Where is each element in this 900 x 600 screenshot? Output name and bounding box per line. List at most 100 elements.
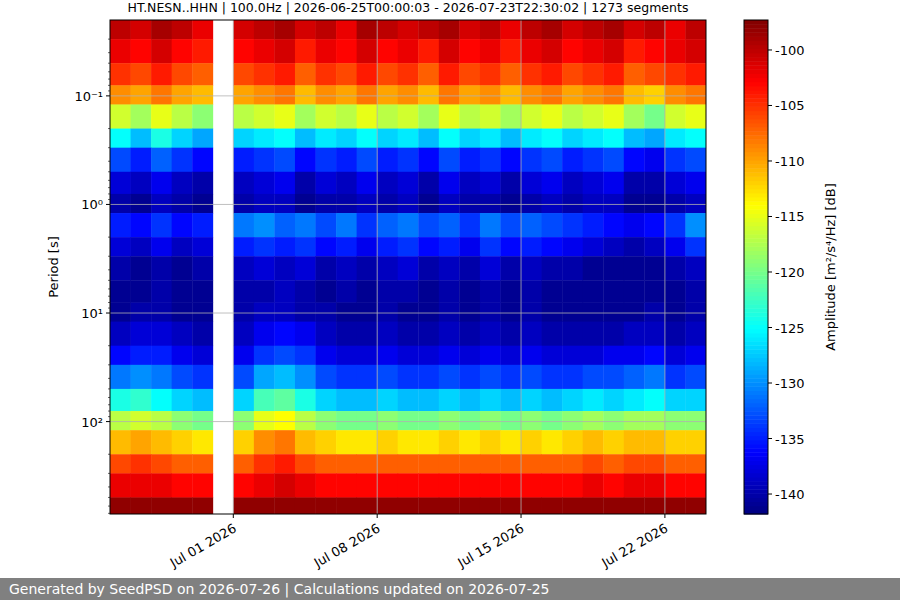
- colorbar-stripe: [744, 493, 768, 498]
- cell: [603, 129, 624, 149]
- cell: [439, 454, 460, 474]
- colorbar-stripe: [744, 176, 768, 181]
- cell: [685, 473, 706, 497]
- y-tick: [106, 95, 110, 96]
- cell: [254, 365, 275, 389]
- cell: [131, 104, 152, 128]
- cell: [357, 213, 378, 237]
- cell: [233, 39, 254, 63]
- cell: [316, 85, 337, 105]
- y-minor-tick: [108, 302, 110, 303]
- colorbar-stripe: [744, 296, 768, 301]
- colorbar-stripe: [744, 440, 768, 445]
- colorbar-tick-label: -110: [775, 154, 805, 169]
- cell: [542, 172, 563, 195]
- cell: [398, 85, 419, 105]
- cell: [336, 365, 357, 389]
- cell: [172, 322, 193, 346]
- cell: [624, 365, 645, 389]
- cell: [459, 411, 480, 431]
- cell: [295, 322, 316, 346]
- cell: [439, 302, 460, 322]
- cell: [542, 104, 563, 128]
- colorbar-stripe: [744, 156, 768, 161]
- cell: [131, 497, 152, 514]
- colorbar-stripe: [744, 28, 768, 33]
- cell: [192, 389, 213, 412]
- cell: [131, 302, 152, 322]
- cell: [110, 256, 131, 280]
- grid-line: [664, 20, 665, 514]
- cell: [418, 346, 439, 366]
- y-minor-tick: [108, 256, 110, 257]
- cell: [521, 148, 542, 172]
- cell: [336, 194, 357, 214]
- cell: [131, 129, 152, 149]
- y-minor-tick: [108, 388, 110, 389]
- cell: [500, 365, 521, 389]
- cell: [480, 148, 501, 172]
- cell: [624, 322, 645, 346]
- cell: [562, 20, 583, 40]
- colorbar-stripe: [744, 366, 768, 371]
- cell: [295, 346, 316, 366]
- cell: [644, 213, 665, 237]
- cell: [398, 389, 419, 412]
- colorbar-stripe: [744, 279, 768, 284]
- cell: [274, 389, 295, 412]
- cell: [398, 172, 419, 195]
- colorbar-stripe: [744, 325, 768, 330]
- cell: [583, 322, 604, 346]
- cell: [480, 85, 501, 105]
- cell: [562, 473, 583, 497]
- cell: [316, 411, 337, 431]
- cell: [459, 237, 480, 257]
- colorbar-stripe: [744, 111, 768, 116]
- cell: [459, 302, 480, 322]
- cell: [480, 20, 501, 40]
- cell: [685, 213, 706, 237]
- cell: [357, 148, 378, 172]
- cell: [316, 129, 337, 149]
- cell: [357, 322, 378, 346]
- cell: [562, 104, 583, 128]
- colorbar-tick-label: -135: [775, 432, 805, 447]
- cell: [459, 63, 480, 86]
- cell: [233, 473, 254, 497]
- cell: [583, 237, 604, 257]
- cell: [357, 346, 378, 366]
- cell: [439, 430, 460, 454]
- cell: [295, 129, 316, 149]
- y-minor-tick: [108, 411, 110, 412]
- colorbar-stripe: [744, 432, 768, 437]
- cell: [439, 280, 460, 303]
- cell: [398, 104, 419, 128]
- cell: [172, 280, 193, 303]
- x-tick-label: Jul 08 2026: [311, 521, 383, 571]
- cell: [316, 497, 337, 514]
- cell: [316, 20, 337, 40]
- cell: [521, 172, 542, 195]
- cell: [439, 129, 460, 149]
- cell: [624, 454, 645, 474]
- cell: [521, 104, 542, 128]
- grid-line: [521, 20, 522, 514]
- colorbar-stripe: [744, 90, 768, 95]
- cell: [295, 194, 316, 214]
- cell: [377, 280, 398, 303]
- cell: [131, 322, 152, 346]
- cell: [644, 20, 665, 40]
- y-minor-tick: [108, 308, 110, 309]
- cell: [357, 129, 378, 149]
- cell: [233, 302, 254, 322]
- cell: [172, 39, 193, 63]
- cell: [110, 411, 131, 431]
- cell: [665, 365, 686, 389]
- cell: [562, 497, 583, 514]
- cell: [685, 430, 706, 454]
- cell: [316, 237, 337, 257]
- x-tick: [664, 514, 665, 518]
- cell: [357, 454, 378, 474]
- cell: [500, 39, 521, 63]
- cell: [377, 213, 398, 237]
